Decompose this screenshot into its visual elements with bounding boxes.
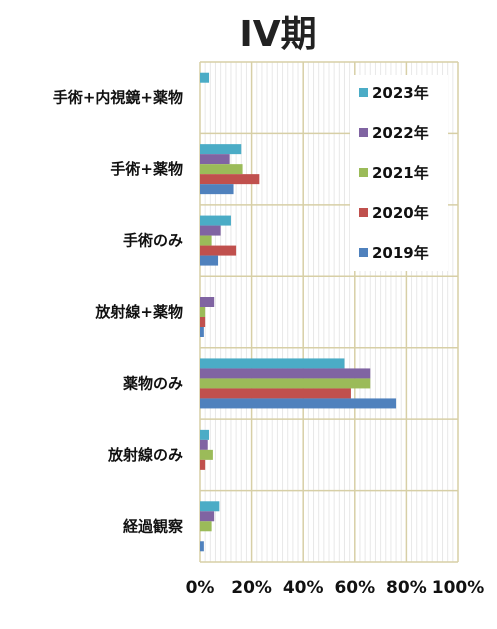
bars-group — [200, 72, 397, 552]
legend-label: 2023年 — [372, 84, 429, 102]
x-tick-label: 80% — [386, 578, 427, 598]
bar-2023年-手術+内視鏡+薬物 — [200, 72, 210, 83]
bar-2019年-放射線+薬物 — [200, 327, 204, 337]
legend-swatch — [359, 248, 368, 257]
bar-2022年-放射線のみ — [200, 439, 208, 450]
bar-2021年-手術のみ — [200, 235, 212, 246]
bar-2023年-手術+薬物 — [200, 144, 242, 155]
bar-2023年-経過観察 — [200, 501, 220, 512]
category-label: 放射線のみ — [107, 446, 183, 464]
bar-2020年-手術のみ — [200, 245, 237, 256]
category-label: 放射線+薬物 — [94, 303, 183, 321]
bar-2022年-放射線+薬物 — [200, 297, 215, 307]
bar-2021年-放射線のみ — [200, 449, 213, 460]
legend-label: 2019年 — [372, 244, 429, 262]
bar-2022年-経過観察 — [200, 511, 215, 522]
category-label: 薬物のみ — [122, 374, 183, 392]
legend-label: 2022年 — [372, 124, 429, 142]
legend-label: 2021年 — [372, 164, 429, 182]
bar-2019年-手術のみ — [200, 255, 219, 266]
bar-2021年-放射線+薬物 — [200, 307, 206, 317]
bar-2020年-薬物のみ — [200, 388, 351, 399]
legend: 2023年 2022年 2021年 2020年 2019年 — [350, 75, 448, 271]
category-label: 手術+内視鏡+薬物 — [53, 89, 183, 107]
x-tick-labels: 0% 20% 40% 60% 80% 100% — [186, 578, 485, 598]
x-tick-label: 40% — [283, 578, 324, 598]
legend-label: 2020年 — [372, 204, 429, 222]
category-label: 手術のみ — [123, 232, 183, 250]
bar-2019年-手術+薬物 — [200, 184, 234, 195]
bar-2023年-放射線のみ — [200, 429, 210, 440]
bar-2023年-手術のみ — [200, 215, 231, 226]
bar-2022年-手術+薬物 — [200, 154, 230, 165]
legend-swatch — [359, 128, 368, 137]
chart-title: IV期 — [239, 14, 316, 55]
category-label: 手術+薬物 — [110, 160, 183, 178]
bar-2020年-放射線のみ — [200, 459, 206, 470]
x-tick-label: 60% — [334, 578, 375, 598]
bar-2019年-経過観察 — [200, 541, 204, 552]
bar-2020年-手術+薬物 — [200, 174, 260, 185]
bar-2019年-薬物のみ — [200, 398, 397, 409]
legend-swatch — [359, 88, 368, 97]
bar-2021年-経過観察 — [200, 521, 212, 532]
bar-2022年-手術のみ — [200, 225, 221, 236]
legend-swatch — [359, 208, 368, 217]
bar-2020年-放射線+薬物 — [200, 317, 206, 327]
x-tick-label: 100% — [432, 578, 485, 598]
category-label: 経過観察 — [123, 517, 184, 535]
x-tick-label: 20% — [231, 578, 272, 598]
bar-2021年-薬物のみ — [200, 378, 371, 389]
bar-2022年-薬物のみ — [200, 368, 371, 379]
x-tick-label: 0% — [186, 578, 215, 598]
bar-2023年-薬物のみ — [200, 358, 345, 369]
bar-2021年-手術+薬物 — [200, 164, 243, 175]
legend-swatch — [359, 168, 368, 177]
